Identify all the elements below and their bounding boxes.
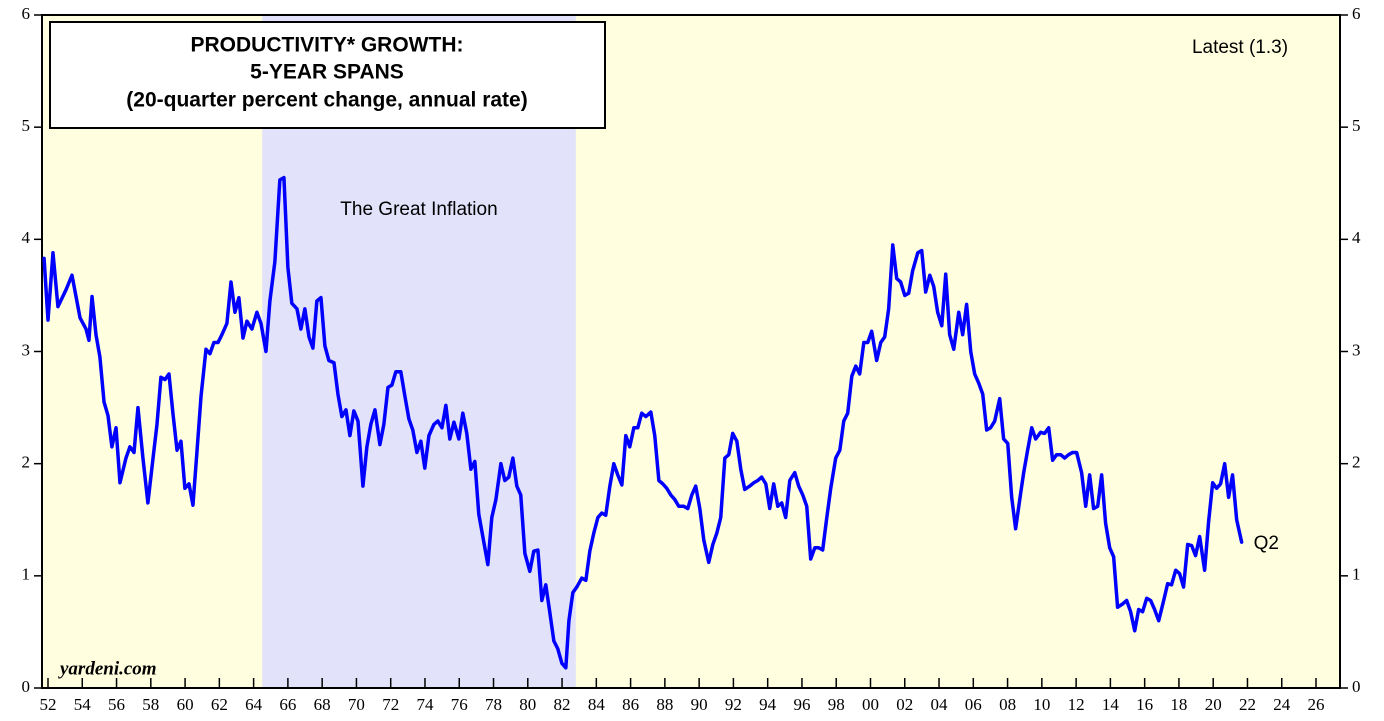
y2-tick-label: 0 [1352,677,1361,696]
x-tick-label: 74 [416,695,434,714]
title-box [49,21,606,129]
x-tick-label: 84 [588,695,606,714]
x-tick-label: 00 [862,695,879,714]
x-tick-label: 88 [656,695,673,714]
x-tick-label: 12 [1068,695,1085,714]
shaded-region-label: The Great Inflation [340,199,497,220]
y2-tick-label: 5 [1352,116,1361,135]
x-tick-label: 80 [519,695,536,714]
x-tick-label: 14 [1102,695,1120,714]
x-tick-label: 20 [1205,695,1222,714]
x-tick-label: 18 [1170,695,1187,714]
y-tick-label: 5 [22,116,31,135]
x-tick-label: 94 [759,695,777,714]
x-tick-label: 66 [279,695,296,714]
y-tick-label: 2 [22,453,31,472]
x-tick-label: 96 [793,695,810,714]
chart-title: 5-YEAR SPANS [250,61,404,84]
x-tick-label: 22 [1239,695,1256,714]
x-tick-label: 60 [177,695,194,714]
y-tick-label: 0 [22,677,31,696]
latest-annotation: Latest (1.3) [1192,37,1288,58]
x-tick-label: 10 [1033,695,1050,714]
source-annotation: yardeni.com [58,658,157,679]
x-tick-label: 54 [74,695,92,714]
end-label: Q2 [1254,533,1279,554]
x-tick-label: 52 [39,695,56,714]
y-tick-label: 6 [22,4,31,23]
x-tick-label: 98 [828,695,845,714]
chart-title: PRODUCTIVITY* GROWTH: [191,34,464,57]
x-tick-label: 04 [931,695,949,714]
chart-title: (20-quarter percent change, annual rate) [126,89,527,112]
x-tick-label: 64 [245,695,263,714]
y-tick-label: 1 [22,565,31,584]
y-tick-label: 4 [22,228,31,247]
x-tick-label: 26 [1308,695,1325,714]
x-tick-label: 78 [485,695,502,714]
x-tick-label: 68 [314,695,331,714]
x-tick-label: 70 [348,695,365,714]
x-tick-label: 82 [554,695,571,714]
y-tick-label: 3 [22,340,31,359]
x-tick-label: 92 [725,695,742,714]
x-tick-label: 16 [1136,695,1153,714]
x-tick-label: 76 [451,695,468,714]
y2-tick-label: 1 [1352,565,1361,584]
x-tick-label: 90 [691,695,708,714]
data-line [42,175,1244,670]
y2-tick-label: 2 [1352,453,1361,472]
x-tick-label: 02 [896,695,913,714]
x-tick-label: 56 [108,695,125,714]
x-tick-label: 08 [999,695,1016,714]
x-tick-label: 72 [382,695,399,714]
y2-tick-label: 6 [1352,4,1361,23]
x-tick-label: 86 [622,695,639,714]
x-tick-label: 62 [211,695,228,714]
x-tick-label: 24 [1273,695,1291,714]
y2-tick-label: 3 [1352,340,1361,359]
x-tick-label: 58 [142,695,159,714]
y2-tick-label: 4 [1352,228,1361,247]
x-tick-label: 06 [965,695,982,714]
